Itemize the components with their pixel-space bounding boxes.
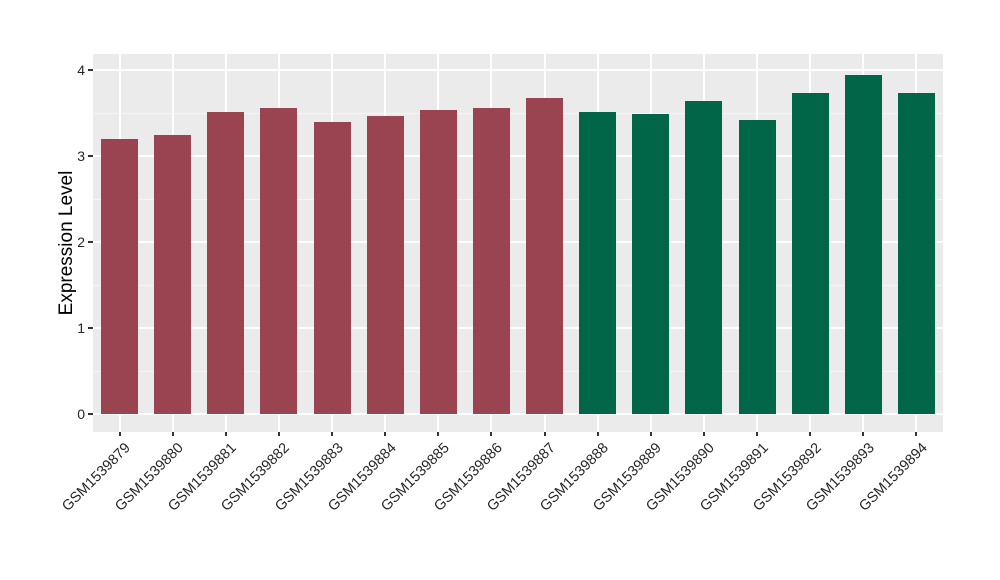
bar xyxy=(526,98,564,414)
x-axis-tick xyxy=(171,432,174,436)
bar xyxy=(791,93,829,414)
minor-gridline xyxy=(93,370,943,372)
x-axis-tick xyxy=(490,432,493,436)
bar xyxy=(260,107,298,414)
y-axis-tick xyxy=(88,155,93,157)
y-tick-label: 1 xyxy=(77,320,85,336)
minor-gridline xyxy=(93,198,943,200)
y-axis-tick xyxy=(88,69,93,71)
x-axis-tick xyxy=(649,432,652,436)
bar xyxy=(632,113,670,414)
bar xyxy=(313,121,351,414)
x-axis-tick xyxy=(756,432,759,436)
x-axis-tick xyxy=(384,432,387,436)
y-tick-label: 3 xyxy=(77,148,85,164)
major-gridline xyxy=(93,327,943,329)
x-axis-tick xyxy=(331,432,334,436)
y-axis-tick xyxy=(88,327,93,329)
y-tick-label: 0 xyxy=(77,406,85,422)
minor-gridline xyxy=(93,284,943,286)
x-axis-tick xyxy=(224,432,227,436)
x-axis-tick xyxy=(118,432,121,436)
x-axis-tick xyxy=(809,432,812,436)
x-axis-tick xyxy=(543,432,546,436)
y-axis-tick xyxy=(88,241,93,243)
bar xyxy=(897,93,935,414)
y-axis-tick xyxy=(88,413,93,415)
x-axis-tick xyxy=(277,432,280,436)
bar xyxy=(685,100,723,414)
bar xyxy=(207,112,245,414)
x-axis-tick xyxy=(915,432,918,436)
plot-panel xyxy=(93,54,943,432)
bar xyxy=(366,116,404,414)
y-tick-label: 4 xyxy=(77,62,85,78)
bar xyxy=(738,119,776,414)
bar xyxy=(419,109,457,414)
x-axis-tick xyxy=(862,432,865,436)
y-tick-label: 2 xyxy=(77,234,85,250)
x-axis-tick xyxy=(702,432,705,436)
bar xyxy=(579,112,617,414)
major-gridline xyxy=(93,155,943,157)
major-gridline xyxy=(93,69,943,71)
bar xyxy=(472,107,510,414)
x-axis-tick xyxy=(437,432,440,436)
major-gridline xyxy=(93,241,943,243)
major-gridline xyxy=(93,413,943,415)
bar xyxy=(154,134,192,414)
bar xyxy=(844,75,882,414)
minor-gridline xyxy=(93,112,943,114)
bar xyxy=(101,138,139,414)
x-axis-tick xyxy=(596,432,599,436)
